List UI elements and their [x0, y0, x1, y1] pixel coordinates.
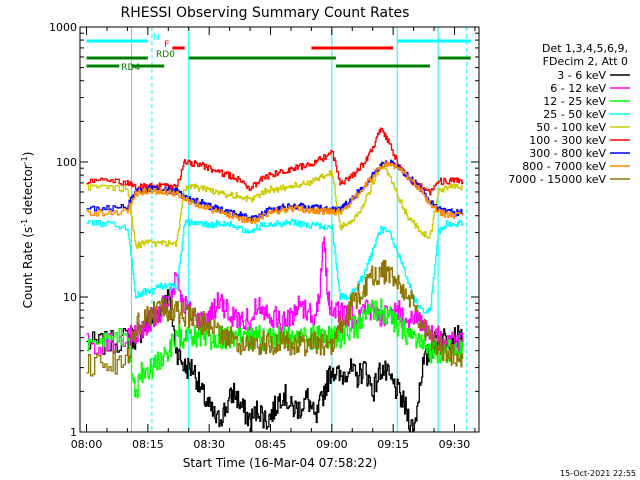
axes: 1 10 100 1000 08:00 08:15 08:30 08:45 09:00 09:15… [49, 21, 480, 451]
y-axis-label-mid: detector [21, 164, 35, 219]
legend: Det 1,3,4,5,6,9, FDecim 2, Att 0 3 - 6 k… [508, 42, 630, 186]
series-line [86, 127, 464, 196]
legend-entry-label: 3 - 6 keV [557, 69, 606, 82]
y-tick-label: 1000 [49, 21, 77, 34]
legend-entry-label: 300 - 800 keV [529, 147, 606, 160]
y-axis-label-main: Count Rate (s [21, 227, 35, 309]
y-tick-label: 1 [70, 426, 77, 439]
x-tick-label: 08:15 [132, 438, 164, 451]
flag-label-rd4: RD4 [121, 63, 140, 73]
legend-header-line-1: Det 1,3,4,5,6,9, [542, 42, 628, 55]
y-tick-label: 10 [63, 291, 77, 304]
y-tick-label: 100 [56, 156, 77, 169]
y-axis-label-sup2: -1 [20, 156, 29, 164]
legend-entry-label: 50 - 100 keV [536, 121, 606, 134]
series-line [86, 162, 464, 249]
plot-frame [79, 26, 480, 433]
x-tick-label: 09:00 [316, 438, 348, 451]
legend-header-line-2: FDecim 2, Att 0 [543, 55, 628, 68]
y-axis-label: Count Rate (s-1 detector-1) [20, 152, 35, 309]
flag-label-f: F [164, 40, 169, 50]
series-line [86, 161, 464, 225]
flag-label-rd0: RD0 [156, 50, 175, 60]
legend-entry-label: 800 - 7000 keV [522, 160, 606, 173]
series-line [86, 298, 464, 399]
legend-entry-label: 6 - 12 keV [550, 82, 606, 95]
x-tick-label: 09:30 [439, 438, 471, 451]
series-line [86, 218, 464, 314]
x-tick-label: 08:00 [71, 438, 103, 451]
series-layer [86, 127, 464, 433]
x-tick-label: 09:15 [377, 438, 409, 451]
legend-entry-label: 25 - 50 keV [543, 108, 606, 121]
y-axis-label-end: ) [21, 152, 35, 157]
x-tick-label: 08:45 [255, 438, 287, 451]
flag-label-n: N [153, 33, 160, 43]
footer-date: 15-Oct-2021 22:55 [560, 469, 636, 478]
x-axis-label: Start Time (16-Mar-04 07:58:22) [183, 456, 377, 470]
legend-entry-label: 12 - 25 keV [543, 95, 606, 108]
legend-entry-label: 7000 - 15000 keV [508, 173, 606, 186]
series-line [86, 259, 464, 377]
y-axis-label-sup1: -1 [20, 219, 29, 227]
x-tick-label: 08:30 [193, 438, 225, 451]
legend-entry-label: 100 - 300 keV [529, 134, 606, 147]
chart-title: RHESSI Observing Summary Count Rates [121, 5, 410, 21]
